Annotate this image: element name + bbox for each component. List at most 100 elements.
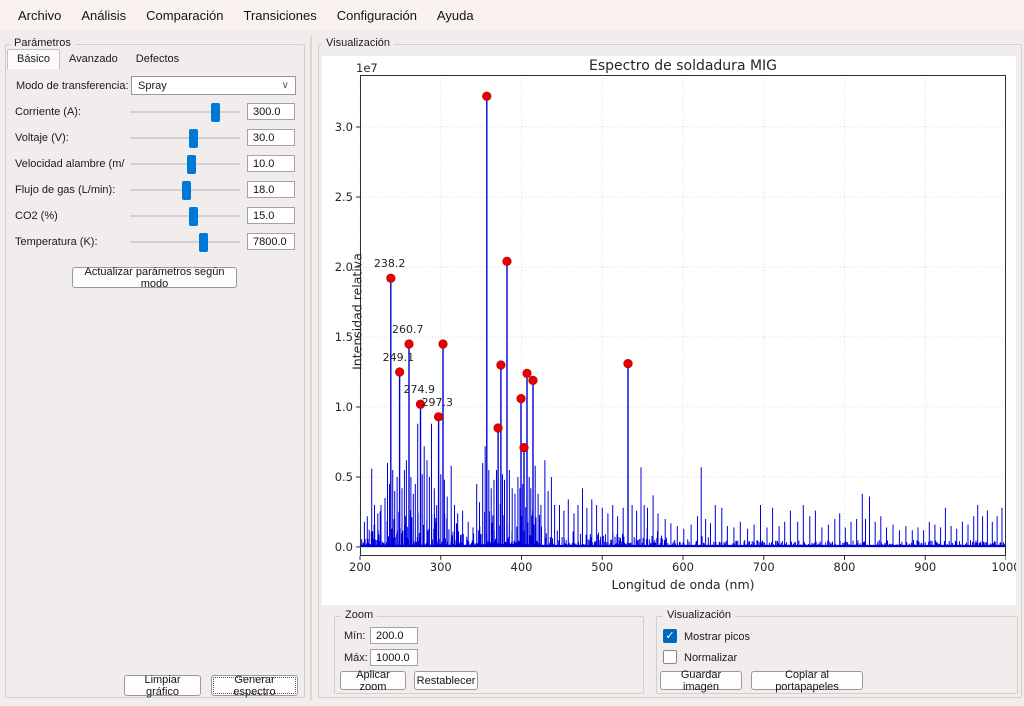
slider-value-input-3[interactable]	[247, 181, 295, 198]
clear-chart-button[interactable]: Limpiar gráfico	[124, 674, 201, 698]
options-group-title: Visualización	[663, 609, 736, 621]
menu-item-comparacion[interactable]: Comparación	[146, 7, 224, 23]
slider-label-3: Flujo de gas (L/min):	[15, 184, 116, 196]
x-tick-300: 300	[429, 560, 452, 574]
peak-annotation: 260.7	[392, 323, 424, 336]
peak-marker	[528, 375, 538, 386]
slider-value-input-1[interactable]	[247, 129, 295, 146]
menu-item-ayuda[interactable]: Ayuda	[436, 7, 474, 23]
chart-canvas[interactable]: Espectro de soldadura MIG 1e7 Intensidad…	[322, 56, 1016, 605]
zoom-min-input[interactable]	[370, 627, 418, 644]
y-tick-0.5: 0.5	[334, 470, 353, 484]
slider-thumb-3[interactable]	[182, 180, 192, 200]
peak-marker	[438, 339, 448, 349]
peak-marker	[496, 360, 506, 370]
zoom-max-input[interactable]	[370, 649, 418, 666]
tab-defectos[interactable]: Defectos	[135, 53, 180, 65]
slider-value-input-4[interactable]	[247, 207, 295, 224]
slider-thumb-2[interactable]	[186, 154, 196, 174]
peak-marker	[519, 443, 529, 453]
menu-item-configuracion[interactable]: Configuración	[336, 7, 417, 23]
peak-marker	[482, 91, 492, 101]
update-parameters-button[interactable]: Actualizar parámetros según modo	[72, 266, 237, 290]
generate-spectrum-button[interactable]: Generar espectro	[211, 674, 298, 698]
peak-marker	[502, 256, 512, 266]
slider-thumb-4[interactable]	[188, 206, 198, 226]
slider-track-1[interactable]	[130, 137, 240, 139]
x-tick-900: 900	[914, 560, 937, 574]
slider-label-0: Corriente (A):	[15, 106, 82, 118]
y-tick-1.5: 1.5	[334, 330, 353, 344]
chevron-down-icon: ∨	[281, 80, 289, 91]
x-tick-600: 600	[672, 560, 694, 574]
y-tick-1.0: 1.0	[334, 400, 353, 414]
peak-marker	[623, 359, 633, 369]
parameters-group-title: Parámetros	[10, 37, 75, 49]
visualization-group-title: Visualización	[322, 37, 395, 49]
y-tick-0.0: 0.0	[334, 540, 353, 554]
slider-value-input-2[interactable]	[247, 155, 295, 172]
y-tick-2.0: 2.0	[334, 260, 353, 274]
transfer-mode-combobox[interactable]: Spray ∨	[131, 76, 296, 95]
parameters-tabbar: Básico Avanzado Defectos	[7, 49, 188, 69]
show-peaks-checkbox[interactable]: ✓	[663, 629, 677, 643]
peak-marker	[395, 367, 405, 377]
menu-item-archivo[interactable]: Archivo	[18, 7, 62, 23]
x-tick-1000: 1000	[991, 560, 1016, 574]
peak-marker	[404, 339, 414, 349]
transfer-mode-label: Modo de transferencia:	[16, 80, 129, 92]
peak-marker	[433, 412, 444, 422]
slider-track-4[interactable]	[130, 215, 240, 217]
slider-label-5: Temperatura (K):	[15, 236, 98, 248]
copy-clipboard-button[interactable]: Copiar al portapapeles	[751, 669, 863, 693]
show-peaks-label: Mostrar picos	[684, 631, 751, 643]
menu-bar: Archivo Análisis Comparación Transiciones Co…	[0, 0, 1024, 30]
panel-splitter[interactable]	[310, 36, 312, 700]
x-axis-label: Longitud de onda (nm)	[611, 577, 755, 592]
tab-avanzado[interactable]: Avanzado	[69, 53, 118, 65]
normalize-checkbox[interactable]	[663, 650, 677, 664]
transfer-mode-value: Spray	[138, 79, 167, 92]
zoom-min-label: Mín:	[344, 630, 366, 642]
slider-thumb-5[interactable]	[198, 232, 208, 252]
slider-label-1: Voltaje (V):	[15, 132, 69, 144]
zoom-max-label: Máx:	[344, 652, 368, 664]
x-tick-700: 700	[752, 560, 775, 574]
x-tick-800: 800	[833, 560, 856, 574]
y-tick-2.5: 2.5	[334, 190, 353, 204]
tab-basico[interactable]: Básico	[7, 49, 61, 69]
slider-value-input-0[interactable]	[247, 103, 295, 120]
peak-annotation: 249.1	[383, 351, 415, 364]
slider-label-4: CO2 (%)	[15, 210, 58, 222]
x-tick-200: 200	[349, 560, 371, 574]
normalize-label: Normalizar	[684, 652, 738, 664]
peak-marker	[415, 399, 426, 409]
slider-track-2[interactable]	[130, 163, 240, 165]
slider-label-2: Velocidad alambre (m/	[15, 158, 125, 170]
save-image-button[interactable]: Guardar imagen	[660, 669, 742, 693]
y-axis-offset-text: 1e7	[356, 61, 378, 75]
peak-marker	[522, 368, 532, 379]
slider-thumb-0[interactable]	[210, 102, 220, 122]
slider-value-input-5[interactable]	[247, 233, 295, 250]
reset-zoom-button[interactable]: Restablecer	[414, 671, 478, 690]
menu-item-analisis[interactable]: Análisis	[81, 7, 127, 23]
peak-marker	[493, 423, 503, 433]
visualization-groupbox	[318, 44, 1022, 698]
zoom-groupbox	[334, 616, 644, 694]
slider-thumb-1[interactable]	[188, 128, 198, 148]
chart-title: Espectro de soldadura MIG	[588, 58, 778, 74]
slider-track-0[interactable]	[130, 111, 240, 113]
slider-track-5[interactable]	[130, 241, 240, 243]
apply-zoom-button[interactable]: Aplicar zoom	[340, 669, 406, 693]
y-tick-3.0: 3.0	[334, 120, 353, 134]
peak-annotation: 297.3	[422, 396, 454, 409]
peak-marker	[386, 273, 396, 283]
peak-annotation: 238.2	[374, 257, 406, 270]
x-tick-500: 500	[591, 560, 614, 574]
x-tick-400: 400	[510, 560, 533, 574]
parameters-groupbox	[5, 44, 305, 698]
menu-item-transiciones[interactable]: Transiciones	[243, 7, 317, 23]
peak-annotation: 274.9	[403, 383, 435, 396]
